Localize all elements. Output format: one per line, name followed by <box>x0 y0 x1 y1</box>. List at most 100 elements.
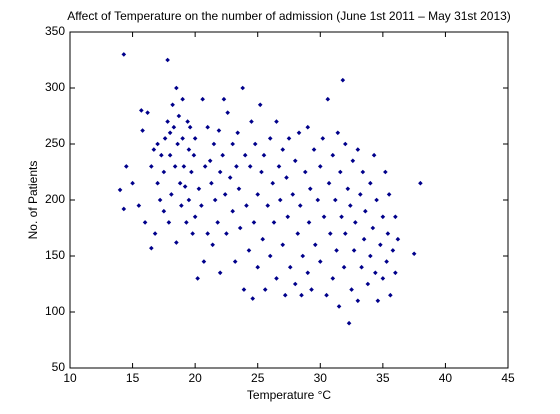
y-tick-label: 100 <box>45 304 65 318</box>
point <box>371 152 377 158</box>
point <box>418 180 423 186</box>
point <box>305 124 311 130</box>
point <box>343 141 348 147</box>
point <box>270 180 276 186</box>
point <box>411 251 417 257</box>
point <box>373 270 378 276</box>
point <box>287 264 293 270</box>
point <box>249 119 254 124</box>
point <box>292 281 298 287</box>
point <box>311 147 317 152</box>
point <box>380 276 386 281</box>
point <box>351 248 357 253</box>
x-tick-label: 35 <box>376 371 390 385</box>
point <box>246 248 252 253</box>
point <box>325 96 331 102</box>
point <box>336 304 342 309</box>
point <box>317 259 323 264</box>
point <box>259 169 264 175</box>
point <box>326 180 332 186</box>
point <box>157 197 163 203</box>
x-tick-label: 10 <box>63 371 77 385</box>
point <box>378 242 383 248</box>
point <box>309 287 314 292</box>
point <box>161 208 167 214</box>
point <box>234 164 239 169</box>
point <box>348 203 353 208</box>
point <box>224 231 229 236</box>
point <box>177 180 183 186</box>
point <box>192 136 198 141</box>
point <box>247 164 253 169</box>
point <box>274 119 279 124</box>
point <box>180 96 185 102</box>
point <box>368 180 373 186</box>
point <box>252 141 258 147</box>
point <box>155 180 160 186</box>
point <box>185 119 190 124</box>
point <box>139 108 144 113</box>
point <box>149 164 154 169</box>
point <box>217 270 223 276</box>
point <box>140 128 145 133</box>
point <box>395 236 401 242</box>
point <box>250 296 256 301</box>
point <box>165 57 170 63</box>
point <box>267 136 273 141</box>
point <box>215 220 220 225</box>
chart-title: Affect of Temperature on the number of a… <box>67 9 511 23</box>
point <box>130 180 135 186</box>
point <box>149 245 154 251</box>
point <box>200 96 205 102</box>
point <box>306 220 312 225</box>
point <box>260 236 266 242</box>
point <box>255 192 261 197</box>
point <box>190 231 195 236</box>
point <box>172 164 178 169</box>
point <box>121 52 127 57</box>
point <box>227 175 233 180</box>
point <box>211 141 217 147</box>
point <box>205 231 210 236</box>
point <box>393 270 398 276</box>
point <box>186 147 192 152</box>
y-axis-label: No. of Patients <box>26 161 40 240</box>
point <box>261 152 267 158</box>
point <box>349 287 354 292</box>
point <box>121 206 127 212</box>
point <box>155 141 160 147</box>
point <box>175 141 180 147</box>
point <box>124 164 129 169</box>
point <box>161 169 167 175</box>
point <box>346 320 352 326</box>
point <box>363 208 368 214</box>
point <box>186 197 192 203</box>
x-tick-label: 40 <box>439 371 453 385</box>
point <box>290 192 296 197</box>
point <box>257 102 263 108</box>
point <box>267 253 273 259</box>
point <box>217 169 223 175</box>
point <box>388 292 393 298</box>
point <box>302 169 308 175</box>
point <box>184 220 189 225</box>
point <box>321 214 327 220</box>
point <box>299 292 304 298</box>
point <box>383 169 388 175</box>
point <box>340 77 346 83</box>
y-tick-label: 200 <box>45 192 65 206</box>
point <box>179 203 184 208</box>
point <box>292 158 298 164</box>
y-tick-label: 150 <box>45 248 65 262</box>
point <box>210 242 215 248</box>
point <box>167 152 173 158</box>
point <box>390 248 396 253</box>
x-tick-label: 15 <box>126 371 140 385</box>
point <box>330 152 336 158</box>
point <box>370 225 376 231</box>
point <box>274 276 279 281</box>
x-tick-label: 20 <box>188 371 202 385</box>
y-tick-label: 50 <box>52 360 66 374</box>
